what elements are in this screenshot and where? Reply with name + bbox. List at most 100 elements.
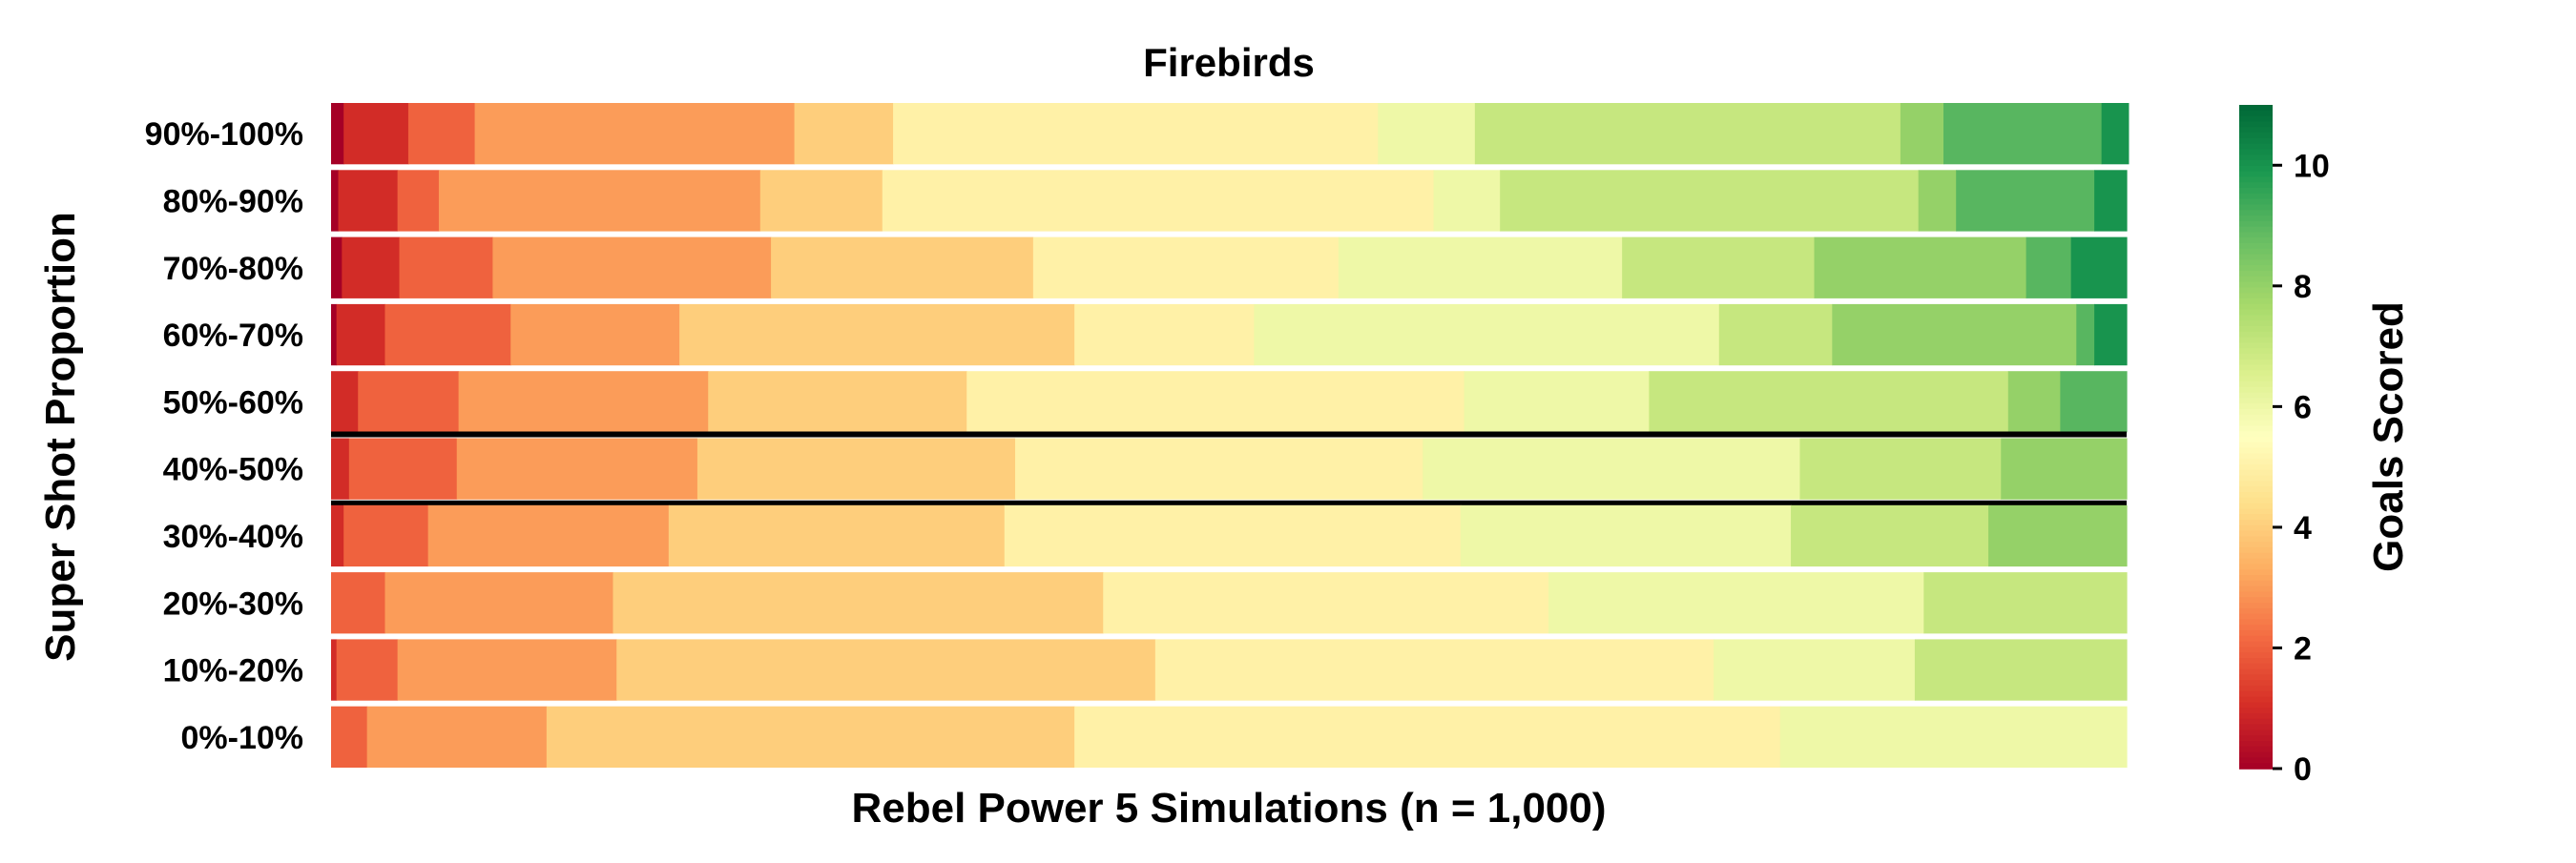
colorbar-segment (2239, 320, 2273, 327)
colorbar-segment (2239, 414, 2273, 421)
colorbar-segment (2239, 453, 2273, 460)
colorbar-segment (2239, 630, 2273, 637)
colorbar-segment (2239, 607, 2273, 615)
heatmap-cell (331, 504, 344, 567)
colorbar-segment (2239, 437, 2273, 443)
heatmap-cell (1779, 706, 2128, 768)
colorbar-segment (2239, 558, 2273, 565)
y-axis-label: Super Shot Proportion (37, 212, 84, 662)
heatmap-cell (1918, 170, 1957, 232)
highlight-line (331, 431, 2127, 438)
colorbar-segment (2239, 210, 2273, 216)
y-tick-label: 30%-40% (163, 519, 303, 555)
colorbar-segment (2239, 690, 2273, 698)
colorbar-tick-label: 4 (2294, 510, 2312, 546)
heatmap-cell (1814, 236, 2027, 298)
heatmap-cell (342, 236, 401, 298)
colorbar-segment (2239, 663, 2273, 670)
colorbar-segment (2239, 149, 2273, 155)
heatmap-cell (1988, 504, 2128, 567)
colorbar-segment (2239, 376, 2273, 382)
colorbar-tick-label: 6 (2294, 389, 2312, 425)
colorbar-segment (2239, 137, 2273, 145)
colorbar-segment (2239, 326, 2273, 333)
heatmap-row (331, 639, 2128, 701)
colorbar-segment (2239, 647, 2273, 653)
colorbar-segment (2239, 586, 2273, 593)
heatmap-cell (2094, 303, 2128, 366)
colorbar-segment (2239, 198, 2273, 206)
heatmap-cell (1338, 236, 1623, 298)
heatmap-cell (456, 438, 698, 500)
colorbar-segment (2239, 702, 2273, 709)
heatmap-cell (2060, 371, 2128, 433)
colorbar-segment (2239, 481, 2273, 487)
heatmap-cell (546, 706, 1075, 768)
x-axis-label: Rebel Power 5 Simulations (n = 1,000) (851, 785, 1606, 832)
heatmap-cell (1004, 504, 1462, 567)
colorbar-segment (2239, 403, 2273, 410)
colorbar-segment (2239, 420, 2273, 427)
colorbar-segment (2239, 741, 2273, 748)
colorbar-segment (2239, 348, 2273, 355)
heatmap-cell (331, 438, 350, 500)
colorbar-segment (2239, 431, 2273, 438)
heatmap-cell (613, 572, 1104, 634)
heatmap-cell (1074, 706, 1781, 768)
heatmap-cell (407, 103, 476, 165)
colorbar-segment (2239, 508, 2273, 515)
colorbar-segment (2239, 309, 2273, 317)
heatmap-cell (336, 303, 386, 366)
y-tick-label: 90%-100% (145, 116, 303, 153)
colorbar-segment (2239, 735, 2273, 742)
heatmap-cell (331, 303, 338, 366)
colorbar-segment (2239, 564, 2273, 570)
colorbar-segment (2239, 459, 2273, 465)
heatmap-cell (1460, 504, 1792, 567)
colorbar-tick-label: 10 (2294, 148, 2330, 184)
colorbar-segment (2239, 226, 2273, 234)
heatmap-cell (331, 371, 359, 433)
colorbar-segment (2239, 293, 2273, 299)
heatmap-cell (427, 504, 670, 567)
heatmap-cell (966, 371, 1465, 433)
heatmap-cell (1914, 639, 2128, 701)
heatmap-cell (2001, 438, 2128, 500)
colorbar-segment (2239, 486, 2273, 493)
y-tick-label: 80%-90% (163, 183, 303, 219)
heatmap-cell (331, 236, 343, 298)
colorbar-segment (2239, 354, 2273, 360)
colorbar-segment (2239, 729, 2273, 736)
colorbar-segment (2239, 591, 2273, 598)
colorbar-segment (2239, 160, 2273, 167)
heatmap-cell (331, 639, 338, 701)
colorbar-segment (2239, 542, 2273, 548)
colorbar-segment (2239, 370, 2273, 377)
heatmap-cell (2070, 236, 2128, 298)
heatmap-row (331, 572, 2128, 634)
colorbar-segment (2239, 619, 2273, 626)
heatmap-cell (384, 303, 511, 366)
colorbar-segment (2239, 552, 2273, 560)
colorbar-segment (2239, 265, 2273, 272)
colorbar: 0 2 4 6 8 10 (2239, 105, 2330, 788)
heatmap-cell (2101, 103, 2129, 165)
heatmap-cell (331, 706, 368, 768)
heatmap-cell (343, 103, 409, 165)
colorbar-segment (2239, 409, 2273, 416)
heatmap-cell (1548, 572, 1924, 634)
colorbar-segment (2239, 220, 2273, 228)
heatmap-cell (1649, 371, 2009, 433)
colorbar-segment (2239, 337, 2273, 344)
colorbar-segment (2239, 686, 2273, 692)
colorbar-segment (2239, 398, 2273, 404)
colorbar-segment (2239, 115, 2273, 123)
colorbar-segment (2239, 281, 2273, 289)
colorbar-segment (2239, 603, 2273, 609)
colorbar-segment (2239, 696, 2273, 704)
heatmap-cell (338, 170, 399, 232)
colorbar-tick-label: 2 (2294, 630, 2312, 667)
heatmap-cell (794, 103, 894, 165)
colorbar-segment (2239, 718, 2273, 726)
